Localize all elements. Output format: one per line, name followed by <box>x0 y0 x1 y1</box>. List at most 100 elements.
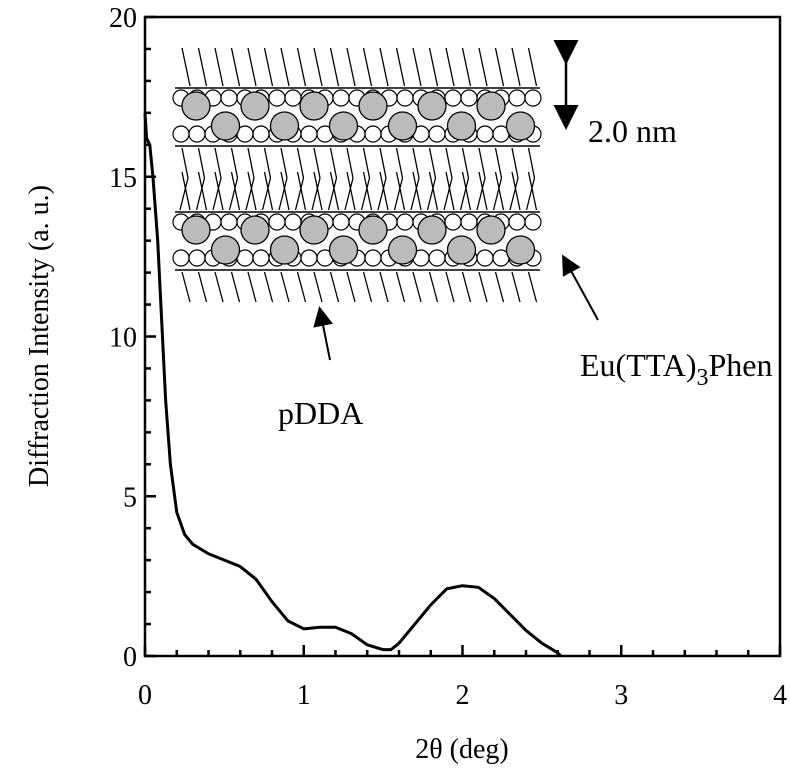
y-tick-label: 10 <box>109 323 137 354</box>
schematic-line <box>327 177 338 211</box>
schematic-line <box>362 147 371 179</box>
schematic-complex <box>505 111 536 141</box>
schematic-atom <box>284 213 302 231</box>
schematic-line <box>181 147 189 179</box>
schematic-line <box>263 171 274 211</box>
schematic-atom <box>332 213 350 231</box>
schematic-complex <box>299 215 329 245</box>
schematic-line <box>296 147 305 179</box>
schematic-line <box>478 171 488 211</box>
x-tick-label: 4 <box>773 680 787 711</box>
schematic-complex <box>358 215 388 245</box>
y-tick-label: 15 <box>109 163 137 194</box>
schematic-atom <box>300 249 318 267</box>
schematic-atom <box>428 249 446 267</box>
schematic-line <box>426 177 437 211</box>
schematic-line <box>313 147 321 179</box>
schematic-complex <box>210 111 241 141</box>
schematic-line <box>379 171 389 211</box>
schematic-atom <box>476 249 494 267</box>
schematic-line <box>395 47 406 87</box>
schematic-complex <box>387 235 418 265</box>
schematic-line <box>263 271 274 303</box>
annotation: Eu(TTA)3Phen <box>580 347 773 391</box>
schematic-line <box>445 171 455 211</box>
y-tick-label: 5 <box>123 482 137 513</box>
schematic-atom <box>524 213 542 231</box>
schematic-line <box>428 171 439 211</box>
schematic-line <box>296 47 307 87</box>
schematic-complex <box>269 235 300 265</box>
schematic-atom <box>252 125 270 143</box>
schematic-line <box>443 177 453 211</box>
schematic-complex <box>476 91 506 121</box>
schematic-line <box>294 177 305 211</box>
schematic-line <box>245 177 255 211</box>
schematic-line <box>360 177 371 211</box>
schematic-line <box>197 271 208 303</box>
schematic-line <box>280 171 290 211</box>
schematic-line <box>214 147 222 179</box>
schematic-atom <box>220 89 238 107</box>
y-tick-label: 0 <box>123 642 137 673</box>
schematic-line <box>247 47 257 87</box>
schematic-line <box>214 271 224 303</box>
schematic-line <box>461 147 470 179</box>
schematic-line <box>445 271 455 303</box>
schematic-line <box>494 171 505 211</box>
schematic-line <box>263 147 272 179</box>
schematic-atom <box>332 89 350 107</box>
schematic-line <box>461 171 472 211</box>
annotation-part: 3 <box>697 365 709 391</box>
schematic-line <box>230 47 241 87</box>
schematic-line <box>459 177 470 211</box>
x-axis-label: 2θ (deg) <box>415 734 509 765</box>
schematic-line <box>362 47 373 87</box>
schematic-line <box>445 47 455 87</box>
annotation: pDDA <box>278 395 363 431</box>
schematic-atom <box>508 89 526 107</box>
y-axis-label: Diffraction Intensity (a. u.) <box>24 185 55 487</box>
schematic-line <box>525 177 536 211</box>
schematic-complex <box>505 235 536 265</box>
schematic-line <box>478 47 488 87</box>
schematic <box>172 47 542 303</box>
schematic-atom <box>396 89 414 107</box>
schematic-line <box>511 271 521 303</box>
schematic-complex <box>328 111 359 141</box>
schematic-line <box>395 171 406 211</box>
schematic-atom <box>172 125 190 143</box>
schematic-line <box>346 271 356 303</box>
x-tick-label: 2 <box>456 680 470 711</box>
schematic-line <box>494 271 505 303</box>
schematic-atom <box>444 89 462 107</box>
schematic-line <box>346 171 356 211</box>
schematic-line <box>412 147 420 179</box>
schematic-line <box>494 47 505 87</box>
schematic-line <box>197 171 208 211</box>
schematic-complex <box>240 91 270 121</box>
schematic-complex <box>299 91 329 121</box>
schematic-line <box>362 271 373 303</box>
schematic-line <box>346 147 354 179</box>
schematic-line <box>181 171 191 211</box>
schematic-line <box>478 271 488 303</box>
schematic-line <box>428 47 439 87</box>
schematic-atom <box>476 125 494 143</box>
schematic-atom <box>428 125 446 143</box>
schematic-complex <box>387 111 418 141</box>
schematic-line <box>181 271 191 303</box>
schematic-line <box>461 47 472 87</box>
y-tick-label: 20 <box>109 3 137 34</box>
schematic-complex <box>417 215 447 245</box>
schematic-complex <box>269 111 300 141</box>
schematic-line <box>344 177 354 211</box>
schematic-line <box>527 47 538 87</box>
schematic-atom <box>268 213 286 231</box>
x-tick-label: 1 <box>297 680 311 711</box>
schematic-atom <box>460 89 478 107</box>
schematic-line <box>445 147 453 179</box>
schematic-complex <box>181 215 211 245</box>
schematic-line <box>247 271 257 303</box>
